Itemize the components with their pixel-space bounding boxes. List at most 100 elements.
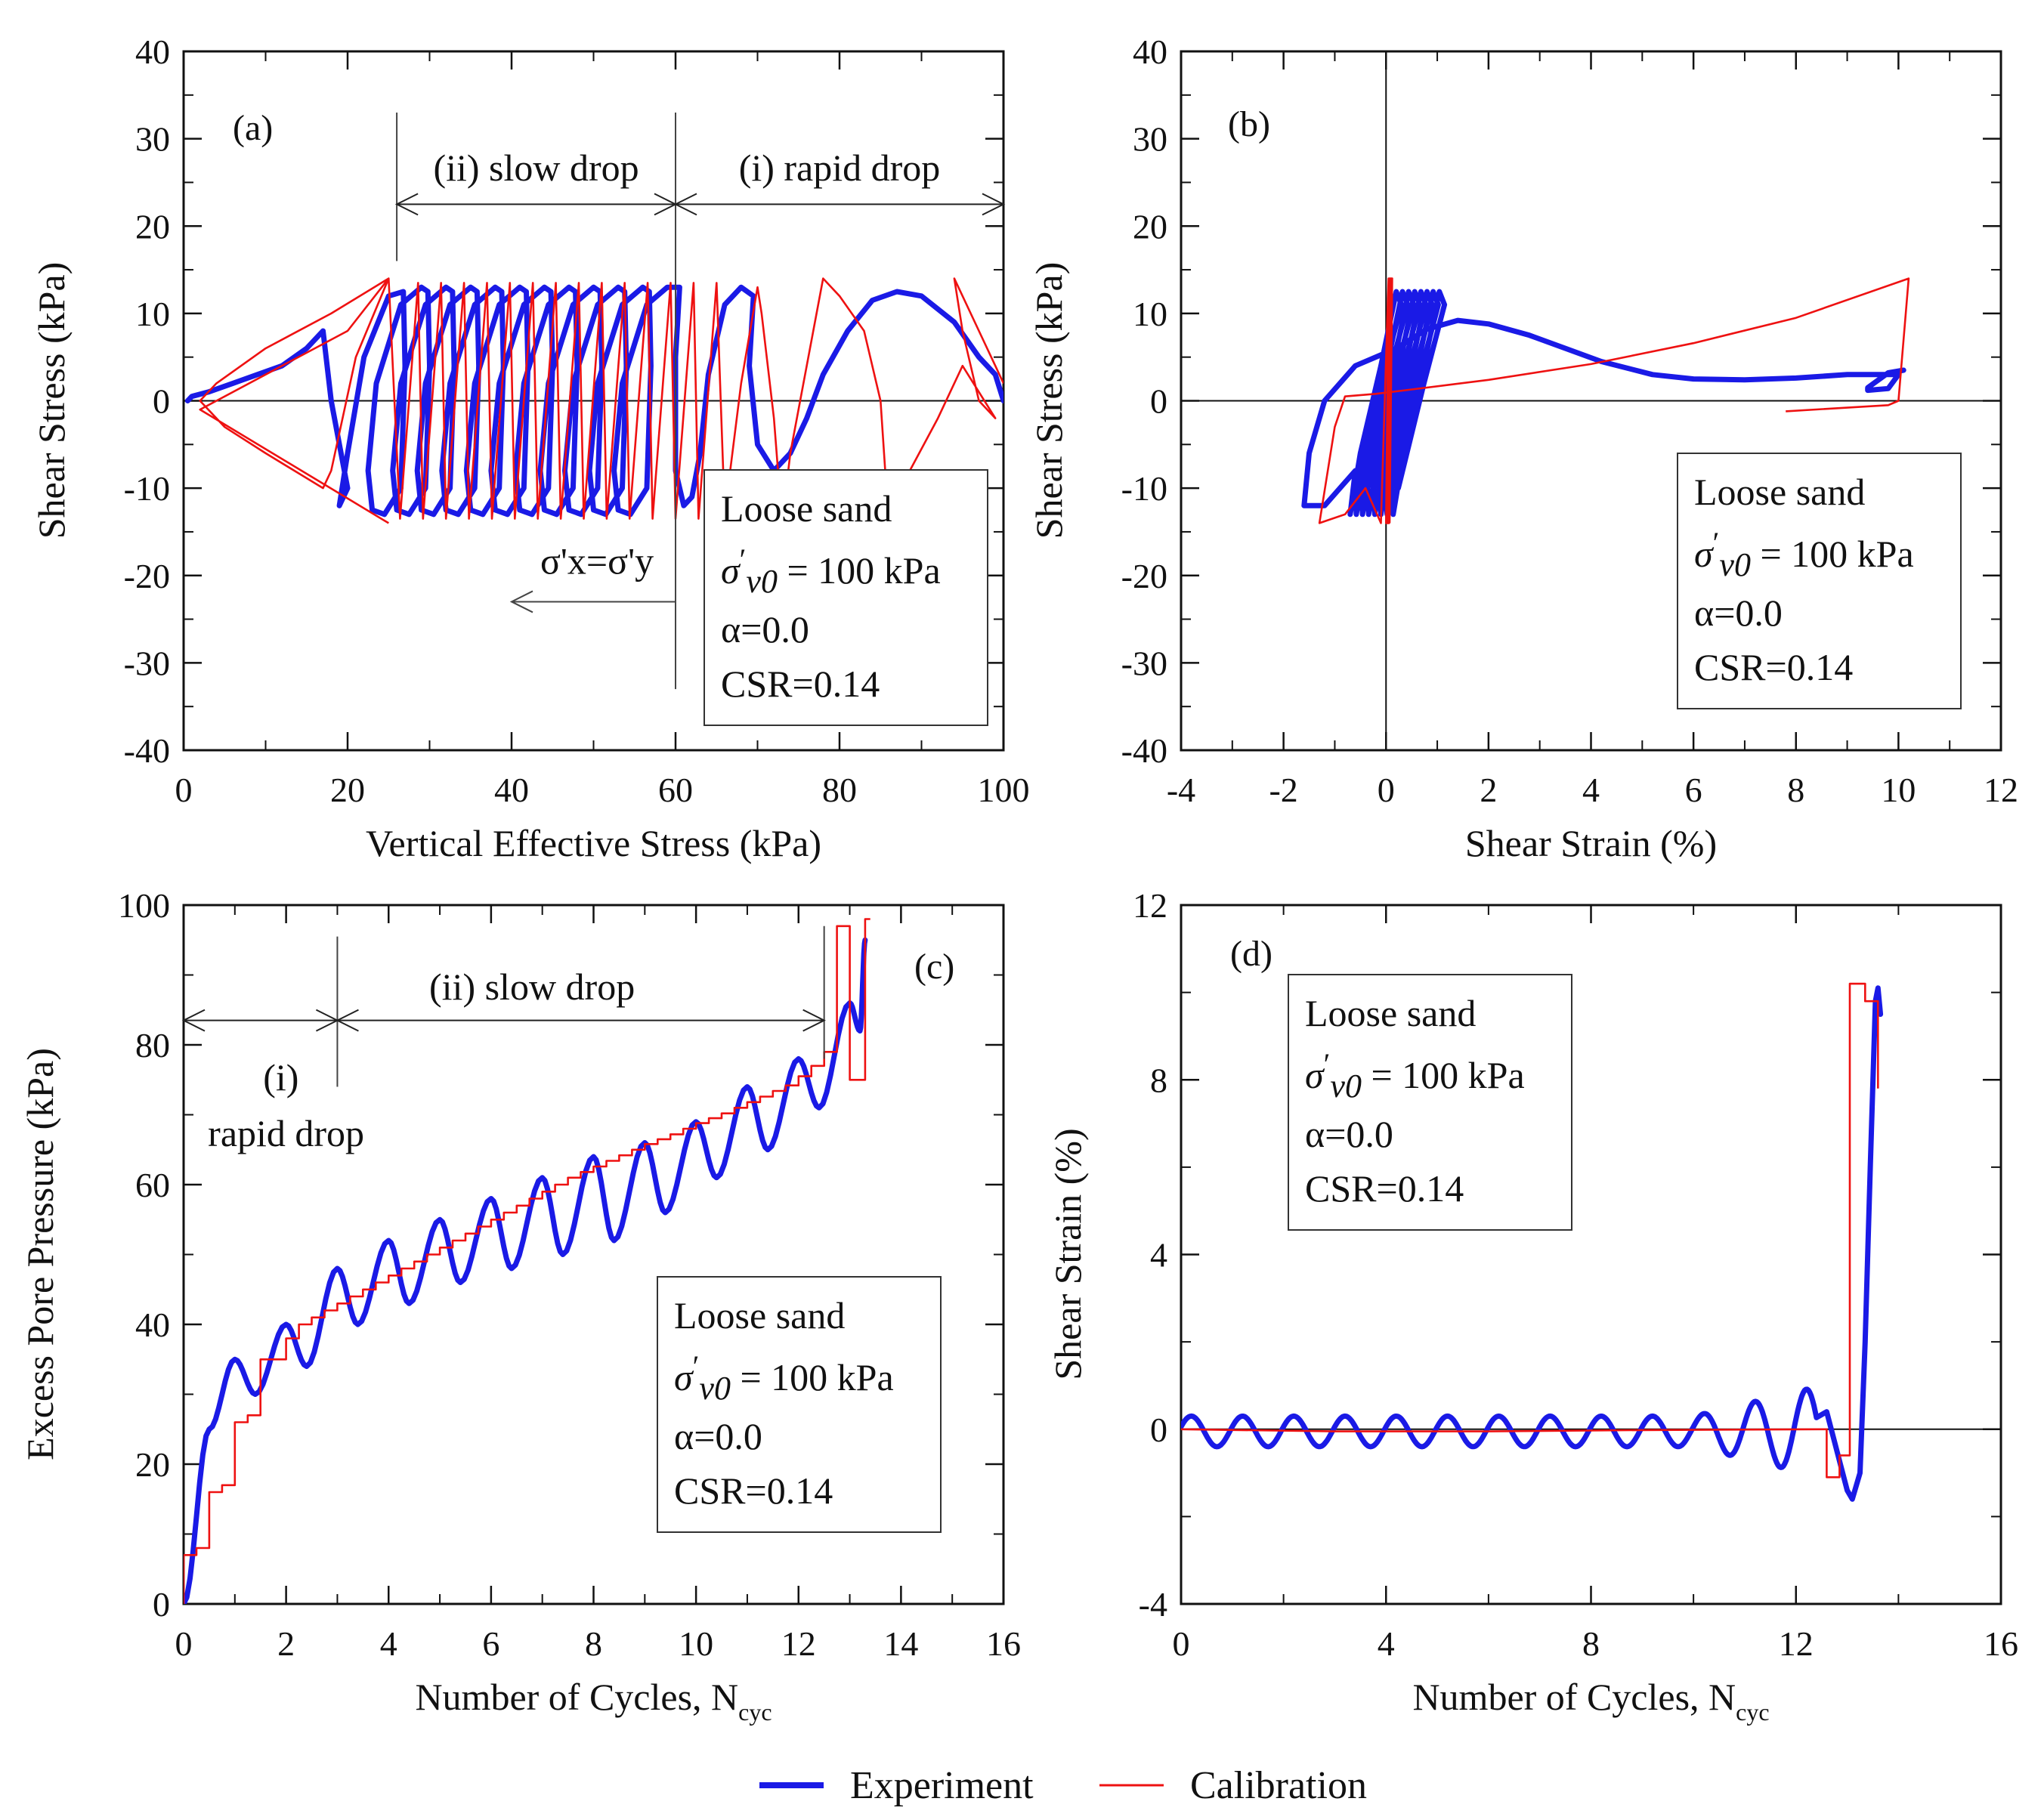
y-tick-label: 0 [153, 1585, 170, 1624]
y-tick-label: 40 [135, 32, 170, 71]
info-material: Loose sand [721, 487, 892, 530]
experiment-line [184, 284, 1003, 518]
info-alpha: α=0.0 [721, 608, 809, 650]
y-tick-label: 40 [135, 1306, 170, 1344]
info-box-frame [657, 1276, 942, 1533]
y-tick-label: 20 [1133, 207, 1167, 246]
y-tick-label: -10 [124, 469, 170, 508]
x-tick-label: 0 [175, 771, 193, 809]
panel-c: 0 2 4 6 8 10 12 14 16 0 20 40 60 80 100 Number of Cycle… [19, 886, 1021, 1726]
y-tick-label: 8 [1150, 1061, 1167, 1099]
annotations-c: (ii) slow drop (i) rapid drop [181, 925, 826, 1154]
info-csr: CSR=0.14 [674, 1469, 833, 1512]
y-tick-label: -40 [124, 731, 170, 770]
x-tick-label: 2 [277, 1624, 295, 1663]
x-tick-label: 8 [1787, 771, 1804, 809]
info-material: Loose sand [1305, 992, 1476, 1034]
slow-drop-label: (ii) slow drop [433, 147, 639, 189]
x-tick-label: 12 [1779, 1624, 1814, 1663]
panel-label: (b) [1228, 104, 1270, 144]
y-tick-label: 40 [1133, 32, 1167, 71]
y-tick-label: -4 [1139, 1585, 1167, 1624]
arrow-head [181, 1009, 206, 1032]
calibration-line [1318, 277, 1910, 524]
y-tick-label: 12 [1133, 886, 1167, 925]
info-csr: CSR=0.14 [721, 663, 880, 705]
arrow-head [509, 590, 533, 613]
y-axis-label: Shear Stress (kPa) [1028, 262, 1070, 539]
calibration-line [199, 277, 1003, 524]
x-tick-label: -2 [1269, 771, 1297, 809]
info-box-c: Loose sand σ′v0 = 100 kPa α=0.0 CSR=0.14 [657, 1276, 942, 1533]
arrow-head [336, 1009, 359, 1032]
arrow-head [802, 1009, 826, 1032]
x-tick-label: 10 [679, 1624, 713, 1663]
y-tick-label: 20 [135, 207, 170, 246]
rapid-drop-label: rapid drop [208, 1112, 364, 1154]
x-tick-label: 8 [1582, 1624, 1600, 1663]
axes-c: 0 2 4 6 8 10 12 14 16 0 20 40 60 80 100 Number of Cycle… [19, 886, 1021, 1726]
x-tick-label: 4 [1582, 771, 1600, 809]
experiment-line [184, 937, 868, 1604]
series-b [1301, 277, 1910, 524]
info-box-frame [1677, 453, 1962, 709]
x-tick-label: 100 [978, 771, 1030, 809]
y-tick-label: 20 [135, 1445, 170, 1484]
info-box-d: Loose sand σ′v0 = 100 kPa α=0.0 CSR=0.14 [1288, 974, 1572, 1231]
y-tick-label: 0 [1150, 382, 1167, 421]
y-tick-label: 0 [1150, 1411, 1167, 1449]
y-tick-label: 0 [153, 382, 170, 421]
x-tick-label: 0 [1378, 771, 1395, 809]
x-tick-label: 4 [1378, 1624, 1395, 1663]
x-tick-label: 6 [482, 1624, 499, 1663]
x-tick-label: 16 [986, 1624, 1021, 1663]
y-tick-label: -30 [1121, 644, 1167, 682]
info-material: Loose sand [674, 1294, 845, 1336]
legend: Experiment Calibration [759, 1764, 1367, 1807]
series-a [184, 277, 1003, 524]
x-tick-label: 2 [1480, 771, 1497, 809]
arrow-head [673, 193, 697, 216]
x-tick-label: 12 [1984, 771, 2018, 809]
rapid-drop-label: (i) rapid drop [739, 147, 941, 189]
y-axis-label: Shear Strain (%) [1047, 1128, 1089, 1380]
x-tick-label: 0 [1173, 1624, 1190, 1663]
x-tick-label: 0 [175, 1624, 193, 1663]
sigma-equality-label: σ'x=σ'y [540, 539, 654, 582]
info-stress: σ′v0 = 100 kPa [1305, 1047, 1525, 1105]
y-axis-label: Excess Pore Pressure (kPa) [19, 1048, 61, 1460]
x-tick-label: 80 [822, 771, 857, 809]
calibration-line [184, 918, 870, 1604]
x-tick-label: 40 [494, 771, 529, 809]
info-box-frame [703, 469, 988, 726]
panel-a: 0 20 40 60 80 100 -40 -30 -20 -10 0 10 20 30 40 Vertica… [30, 32, 1030, 864]
x-tick-label: 16 [1984, 1624, 2018, 1663]
info-alpha: α=0.0 [1305, 1113, 1393, 1155]
x-axis-label: Vertical Effective Stress (kPa) [366, 822, 821, 864]
y-tick-label: 100 [118, 886, 170, 925]
panel-label: (c) [914, 947, 954, 987]
x-tick-label: 8 [585, 1624, 602, 1663]
experiment-line [1181, 985, 1884, 1502]
series-d [1181, 982, 1884, 1502]
x-tick-label: 6 [1685, 771, 1702, 809]
panel-label: (d) [1230, 934, 1272, 974]
info-box-frame [1288, 974, 1572, 1231]
y-tick-label: 60 [135, 1166, 170, 1204]
y-tick-label: -10 [1121, 469, 1167, 508]
info-alpha: α=0.0 [674, 1415, 762, 1457]
x-tick-label: 10 [1881, 771, 1916, 809]
info-box-b: Loose sand σ′v0 = 100 kPa α=0.0 CSR=0.14 [1677, 453, 1962, 709]
x-axis-label: Shear Strain (%) [1465, 822, 1717, 864]
y-tick-label: 30 [135, 120, 170, 159]
y-tick-label: -30 [124, 644, 170, 682]
i-label: (i) [263, 1056, 298, 1098]
slow-drop-label: (ii) slow drop [429, 966, 635, 1008]
info-csr: CSR=0.14 [1305, 1167, 1464, 1210]
x-axis-label: Number of Cycles, Ncyc [1412, 1676, 1769, 1726]
y-tick-label: -20 [1121, 557, 1167, 595]
y-tick-label: 30 [1133, 120, 1167, 159]
